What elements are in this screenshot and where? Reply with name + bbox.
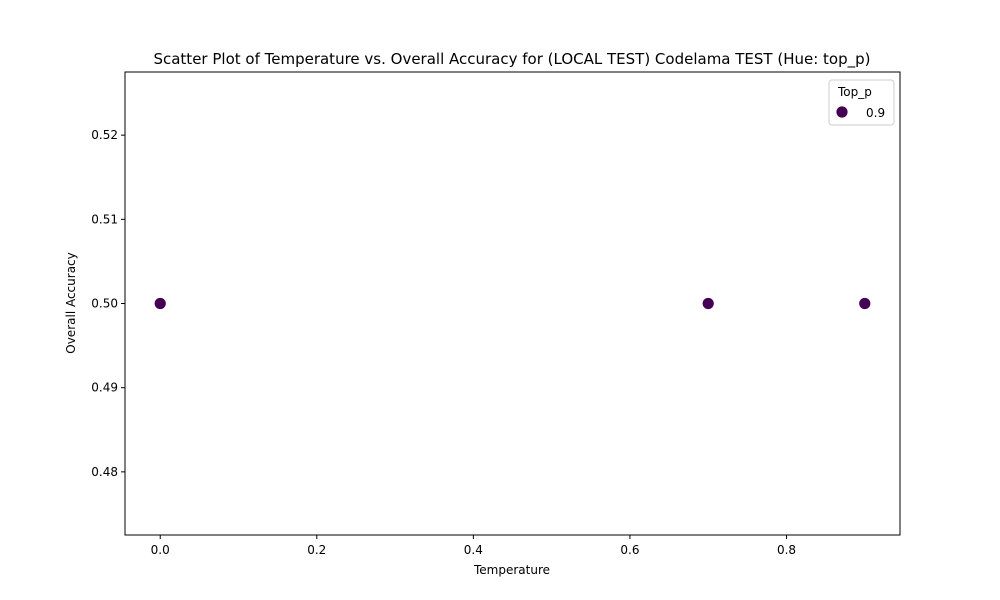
data-points bbox=[153, 297, 872, 310]
legend-title: Top_p bbox=[837, 85, 872, 99]
y-tick-label: 0.52 bbox=[91, 128, 118, 142]
legend: Top_p 0.9 bbox=[828, 79, 895, 126]
y-axis: 0.48 0.49 0.50 0.51 0.52 bbox=[91, 128, 125, 479]
x-axis: 0.0 0.2 0.4 0.6 0.8 bbox=[151, 535, 796, 557]
x-axis-label: Temperature bbox=[473, 563, 550, 577]
y-tick-label: 0.48 bbox=[91, 465, 118, 479]
data-point bbox=[153, 297, 167, 310]
y-axis-label: Overall Accuracy bbox=[64, 252, 78, 353]
x-tick-label: 0.8 bbox=[777, 543, 796, 557]
chart-title: Scatter Plot of Temperature vs. Overall … bbox=[153, 50, 870, 69]
y-tick-label: 0.49 bbox=[91, 381, 118, 395]
data-point bbox=[858, 297, 872, 310]
x-tick-label: 0.0 bbox=[151, 543, 170, 557]
y-tick-label: 0.50 bbox=[91, 297, 118, 311]
x-tick-label: 0.4 bbox=[464, 543, 483, 557]
x-tick-label: 0.2 bbox=[307, 543, 326, 557]
x-tick-label: 0.6 bbox=[620, 543, 639, 557]
plot-area bbox=[124, 71, 901, 536]
legend-label: 0.9 bbox=[866, 106, 885, 120]
data-point bbox=[701, 297, 715, 310]
legend-marker bbox=[835, 105, 849, 119]
y-tick-label: 0.51 bbox=[91, 212, 118, 226]
